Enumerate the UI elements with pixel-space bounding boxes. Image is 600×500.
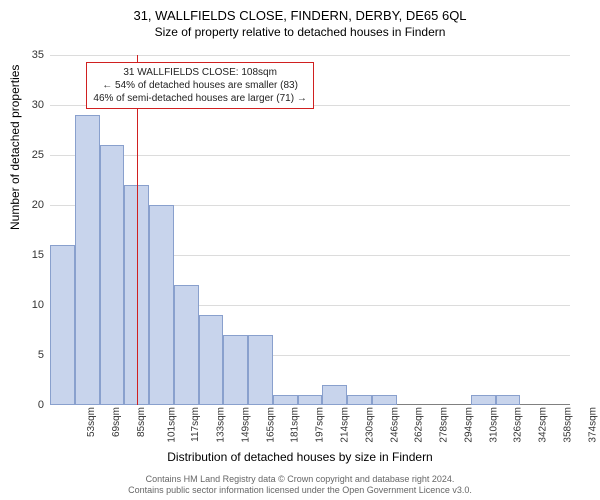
footer-attribution: Contains HM Land Registry data © Crown c…	[0, 474, 600, 496]
x-axis-title: Distribution of detached houses by size …	[0, 450, 600, 464]
x-tick-label: 101sqm	[166, 407, 177, 443]
x-tick-label: 69sqm	[111, 407, 122, 437]
y-tick-label: 30	[32, 99, 50, 111]
x-tick-label: 149sqm	[241, 407, 252, 443]
y-tick-label: 25	[32, 149, 50, 161]
y-tick-label: 10	[32, 299, 50, 311]
histogram-bar	[298, 395, 323, 405]
histogram-bar	[75, 115, 100, 405]
x-tick-label: 85sqm	[136, 407, 147, 437]
histogram-bar	[248, 335, 273, 405]
histogram-bar	[50, 245, 75, 405]
x-tick-label: 133sqm	[216, 407, 227, 443]
annotation-box: 31 WALLFIELDS CLOSE: 108sqm← 54% of deta…	[86, 62, 313, 109]
histogram-bar	[174, 285, 199, 405]
histogram-bar	[199, 315, 224, 405]
x-tick-label: 294sqm	[463, 407, 474, 443]
grid-line	[50, 55, 570, 56]
histogram-bar	[347, 395, 372, 405]
annotation-line: ← 54% of detached houses are smaller (83…	[93, 79, 306, 92]
chart-title: 31, WALLFIELDS CLOSE, FINDERN, DERBY, DE…	[0, 0, 600, 23]
histogram-bar	[372, 395, 397, 405]
x-tick-label: 246sqm	[389, 407, 400, 443]
histogram-bar	[273, 395, 298, 405]
footer-line2: Contains public sector information licen…	[0, 485, 600, 496]
histogram-bar	[149, 205, 174, 405]
y-axis-title: Number of detached properties	[8, 65, 22, 230]
chart-container: 31, WALLFIELDS CLOSE, FINDERN, DERBY, DE…	[0, 0, 600, 500]
histogram-bar	[223, 335, 248, 405]
annotation-line: 46% of semi-detached houses are larger (…	[93, 92, 306, 105]
x-tick-label: 278sqm	[439, 407, 450, 443]
y-tick-label: 5	[38, 349, 50, 361]
histogram-bar	[100, 145, 125, 405]
x-tick-label: 342sqm	[538, 407, 549, 443]
x-tick-label: 117sqm	[190, 407, 201, 442]
x-tick-label: 181sqm	[290, 407, 301, 443]
x-tick-label: 214sqm	[340, 407, 351, 443]
annotation-line: 31 WALLFIELDS CLOSE: 108sqm	[93, 66, 306, 79]
y-tick-label: 35	[32, 49, 50, 61]
y-tick-label: 20	[32, 199, 50, 211]
histogram-bar	[471, 395, 496, 405]
histogram-bar	[496, 395, 521, 405]
x-tick-label: 197sqm	[315, 407, 326, 443]
histogram-bar	[322, 385, 347, 405]
grid-line	[50, 155, 570, 156]
x-tick-label: 53sqm	[86, 407, 97, 437]
footer-line1: Contains HM Land Registry data © Crown c…	[0, 474, 600, 485]
y-tick-label: 0	[38, 399, 50, 411]
plot-area: 0510152025303553sqm69sqm85sqm101sqm117sq…	[50, 55, 570, 405]
x-tick-label: 374sqm	[587, 407, 598, 443]
x-tick-label: 262sqm	[414, 407, 425, 443]
x-tick-label: 230sqm	[364, 407, 375, 443]
x-tick-label: 358sqm	[562, 407, 573, 443]
x-tick-label: 310sqm	[488, 407, 499, 443]
x-tick-label: 165sqm	[265, 407, 276, 443]
y-tick-label: 15	[32, 249, 50, 261]
chart-subtitle: Size of property relative to detached ho…	[0, 23, 600, 39]
x-tick-label: 326sqm	[513, 407, 524, 443]
